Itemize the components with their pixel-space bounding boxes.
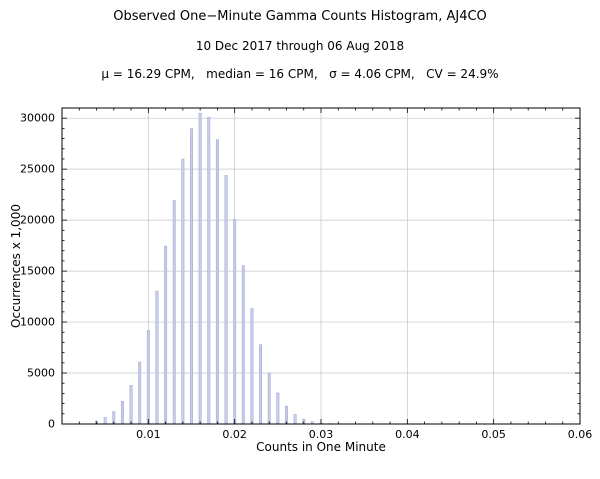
histogram-bar [267,372,271,425]
y-tick-label: 25000 [20,163,55,176]
y-tick-label: 10000 [20,316,55,329]
x-axis-label: Counts in One Minute [256,440,386,454]
histogram-bar [293,414,297,425]
histogram-bar [285,405,288,425]
histogram-bar [224,175,228,425]
y-tick-label: 30000 [20,112,55,125]
y-tick-label: 5000 [27,367,55,380]
chart-title: Observed One−Minute Gamma Counts Histogr… [113,9,487,24]
histogram-bar [181,158,185,425]
histogram-bar [190,128,193,425]
x-tick-label: 0.01 [136,428,161,441]
histogram-bar [120,401,124,425]
histogram-bar [250,308,254,425]
histogram-bar [129,385,133,425]
x-tick-label: 0.05 [481,428,506,441]
y-axis-label: Occurrences x 1,000 [9,204,23,328]
y-tick-label: 0 [48,418,55,431]
histogram-bar [259,344,263,425]
histogram-bar [155,290,159,425]
histogram-bar [103,417,107,425]
histogram-bar [172,200,176,425]
histogram-bar [164,245,168,425]
histogram-bar [146,330,150,425]
x-tick-label: 0.03 [309,428,334,441]
x-tick-label: 0.06 [568,428,593,441]
histogram-bar [233,219,237,425]
y-tick-label: 15000 [20,265,55,278]
chart-stats-line: μ = 16.29 CPM, median = 16 CPM, σ = 4.06… [101,67,499,81]
histogram-bar [138,361,142,425]
histogram-bar [198,112,202,425]
x-tick-label: 0.04 [395,428,420,441]
histogram-bar [241,265,245,425]
y-tick-label: 20000 [20,214,55,227]
histogram-bar [215,139,219,425]
histogram-bar [207,116,211,425]
chart-subtitle: 10 Dec 2017 through 06 Aug 2018 [195,39,405,53]
x-tick-label: 0.02 [222,428,247,441]
histogram-bar [276,392,280,425]
